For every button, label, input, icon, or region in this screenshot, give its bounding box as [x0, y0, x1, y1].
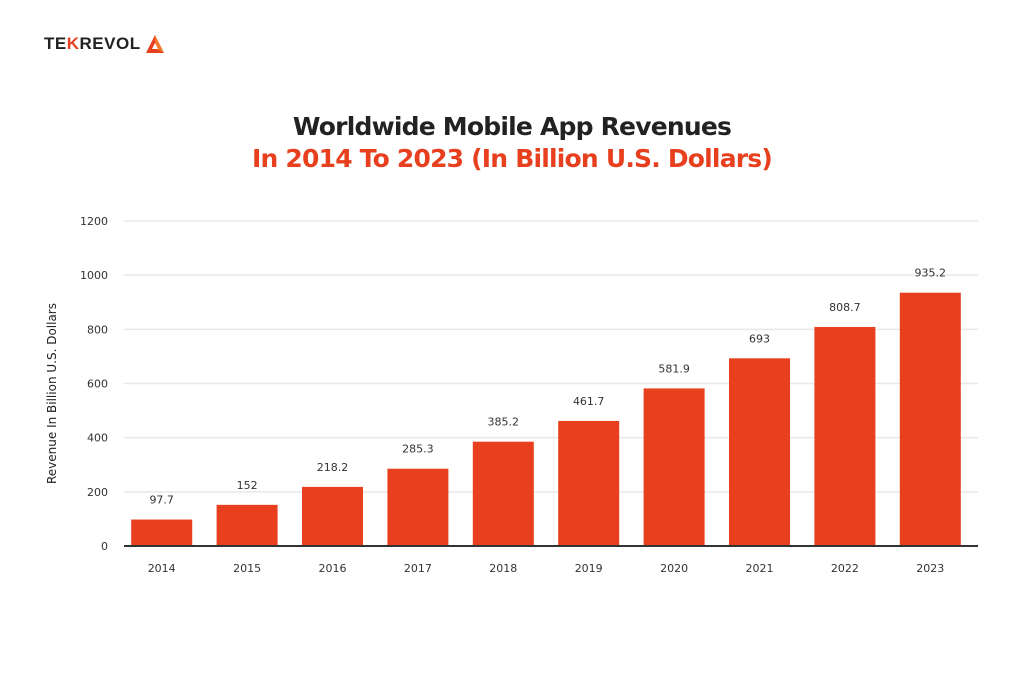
data-label: 97.7 — [149, 494, 174, 507]
x-tick-label: 2021 — [746, 562, 774, 575]
bar-2018 — [472, 441, 534, 546]
y-tick-label: 600 — [87, 378, 108, 391]
x-tick-label: 2022 — [831, 562, 859, 575]
x-tick-label: 2016 — [319, 562, 347, 575]
y-tick-label: 400 — [87, 432, 108, 445]
bar-2015 — [216, 504, 278, 546]
chart-title: Worldwide Mobile App Revenues — [292, 112, 732, 141]
data-label: 693 — [749, 332, 770, 345]
y-tick-label: 1200 — [80, 215, 108, 228]
bar-2020 — [643, 388, 705, 546]
data-label: 581.9 — [658, 362, 690, 375]
y-tick-label: 800 — [87, 323, 108, 336]
x-tick-label: 2014 — [148, 562, 176, 575]
x-tick-label: 2018 — [489, 562, 517, 575]
data-label: 285.3 — [402, 443, 434, 456]
y-tick-label: 0 — [101, 540, 108, 553]
data-label: 461.7 — [573, 395, 605, 408]
tekrevol-logo: TEKREVOL — [44, 34, 165, 54]
bar-2014 — [131, 519, 193, 546]
data-label: 385.2 — [488, 416, 520, 429]
bar-2016 — [302, 486, 363, 546]
data-label: 808.7 — [829, 301, 861, 314]
y-tick-label: 1000 — [80, 269, 108, 282]
bar-2022 — [814, 326, 876, 546]
data-label: 152 — [237, 479, 258, 492]
y-tick-label: 200 — [87, 486, 108, 499]
chart-subtitle: In 2014 To 2023 (In Billion U.S. Dollars… — [252, 144, 773, 173]
x-tick-label: 2019 — [575, 562, 603, 575]
bar-2023 — [899, 292, 961, 546]
x-tick-label: 2017 — [404, 562, 432, 575]
logo-triangle-icon — [145, 35, 164, 53]
logo-text: TEKREVOL — [44, 34, 141, 53]
bar-2017 — [387, 468, 449, 546]
x-tick-label: 2020 — [660, 562, 688, 575]
bar-2021 — [729, 358, 790, 546]
x-tick-label: 2015 — [233, 562, 261, 575]
y-axis-label: Revenue In Billion U.S. Dollars — [45, 303, 59, 484]
data-label: 935.2 — [915, 267, 947, 280]
bar-2019 — [558, 420, 620, 546]
x-tick-label: 2023 — [916, 562, 944, 575]
data-label: 218.2 — [317, 461, 349, 474]
